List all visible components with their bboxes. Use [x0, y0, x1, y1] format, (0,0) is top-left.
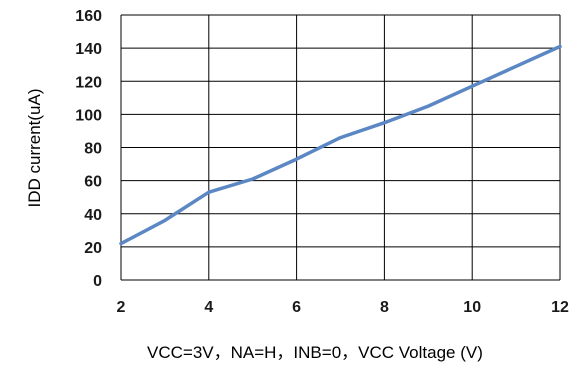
y-tick-label-3: 60	[84, 174, 102, 191]
x-tick-label-2: 6	[292, 299, 301, 316]
y-axis-ticks: 0 20 40 60 80 100 120 140 160	[75, 8, 102, 290]
x-tick-label-0: 2	[117, 299, 126, 316]
grid	[120, 14, 561, 281]
x-tick-label-4: 10	[463, 299, 481, 316]
y-tick-label-0: 0	[93, 273, 102, 290]
series-line-group	[119, 44, 562, 246]
x-axis-ticks: 2 4 6 8 10 12	[117, 299, 569, 316]
y-axis-label: IDD current(uA)	[25, 88, 44, 207]
x-axis-label: VCC=3V，NA=H，INB=0，VCC Voltage (V)	[147, 343, 483, 362]
y-tick-label-4: 80	[84, 141, 102, 158]
x-tick-label-3: 8	[380, 299, 389, 316]
x-tick-label-5: 12	[551, 299, 569, 316]
y-tick-label-5: 100	[75, 107, 102, 124]
y-tick-label-1: 20	[84, 240, 102, 257]
y-tick-label-2: 40	[84, 207, 102, 224]
x-tick-label-1: 4	[204, 299, 213, 316]
y-tick-label-6: 120	[75, 74, 102, 91]
y-tick-label-8: 160	[75, 8, 102, 25]
y-tick-label-7: 140	[75, 41, 102, 58]
